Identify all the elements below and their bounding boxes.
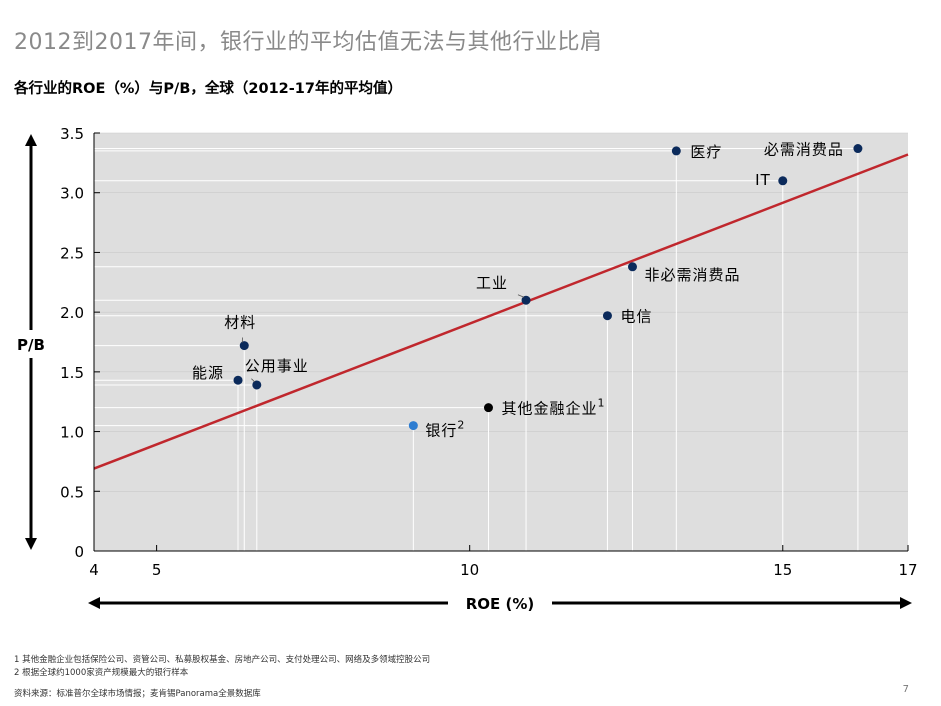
data-point xyxy=(521,295,531,305)
page-number: 7 xyxy=(902,684,909,695)
data-point xyxy=(252,380,262,390)
y-axis-title: P/B xyxy=(17,336,45,354)
plot-area xyxy=(94,133,908,551)
data-label: 材料 xyxy=(224,314,256,332)
page-title: 2012到2017年间，银行业的平均估值无法与其他行业比肩 xyxy=(14,30,603,55)
data-label: 非必需消费品 xyxy=(644,266,740,284)
trend-line xyxy=(93,153,909,470)
y-tick-label: 1.0 xyxy=(60,424,84,442)
y-tick-label: 3.0 xyxy=(60,185,84,203)
footnote-1: 1 其他金融企业包括保险公司、资管公司、私募股权基金、房地产公司、支付处理公司、… xyxy=(14,655,431,665)
x-tick-label: 4 xyxy=(89,561,99,579)
data-label: 必需消费品 xyxy=(764,141,844,159)
data-point xyxy=(408,421,418,431)
data-label: 其他金融企业1 xyxy=(501,397,605,418)
data-label-superscript: 2 xyxy=(457,419,465,432)
axes xyxy=(93,132,909,552)
data-point xyxy=(602,311,612,321)
data-label: 能源 xyxy=(192,364,224,382)
data-point xyxy=(483,403,493,413)
point-guide-lines xyxy=(94,148,859,551)
arrow-head xyxy=(88,597,100,609)
y-tick-label: 2.0 xyxy=(60,304,84,322)
source-note: 资料来源：标准普尔全球市场情报；麦肯锡Panorama全景数据库 xyxy=(14,689,261,699)
axis-arrows: P/B ROE (%) xyxy=(17,134,912,613)
y-tick-label: 1.5 xyxy=(60,364,84,382)
x-axis-title: ROE (%) xyxy=(466,595,535,613)
data-label: 电信 xyxy=(620,308,652,326)
data-point xyxy=(778,176,788,186)
data-point xyxy=(233,375,243,385)
y-tick-label: 0.5 xyxy=(60,483,84,501)
arrow-head xyxy=(25,538,37,550)
x-tick-label: 10 xyxy=(460,561,479,579)
chart-subtitle: 各行业的ROE（%）与P/B，全球（2012-17年的平均值） xyxy=(14,81,402,97)
data-label: 工业 xyxy=(476,274,508,292)
arrow-head xyxy=(900,597,912,609)
footnote-2: 2 根据全球约1000家资产规模最大的银行样本 xyxy=(14,668,189,678)
y-tick-label: 2.5 xyxy=(60,244,84,262)
data-point xyxy=(671,146,681,156)
tick-labels: 0 0.5 1.0 1.5 2.0 2.5 3.0 3.5 4 5 10 15 17 xyxy=(60,125,917,579)
data-point xyxy=(239,341,249,351)
data-point xyxy=(853,144,863,154)
label-leader-line xyxy=(517,294,525,298)
grid-lines xyxy=(94,132,908,492)
data-point xyxy=(627,262,637,272)
data-label: 银行2 xyxy=(425,419,465,440)
y-tick-label: 0 xyxy=(74,543,84,561)
data-label: 公用事业 xyxy=(245,357,309,375)
x-tick-label: 5 xyxy=(152,561,162,579)
x-tick-label: 17 xyxy=(898,561,917,579)
data-label: 医疗 xyxy=(690,143,722,161)
data-label-superscript: 1 xyxy=(597,397,605,410)
data-label: IT xyxy=(755,171,771,189)
label-leader-line xyxy=(251,378,256,383)
y-tick-label: 3.5 xyxy=(60,125,84,143)
data-points xyxy=(233,144,863,431)
x-tick-label: 15 xyxy=(773,561,792,579)
arrow-head xyxy=(25,134,37,146)
